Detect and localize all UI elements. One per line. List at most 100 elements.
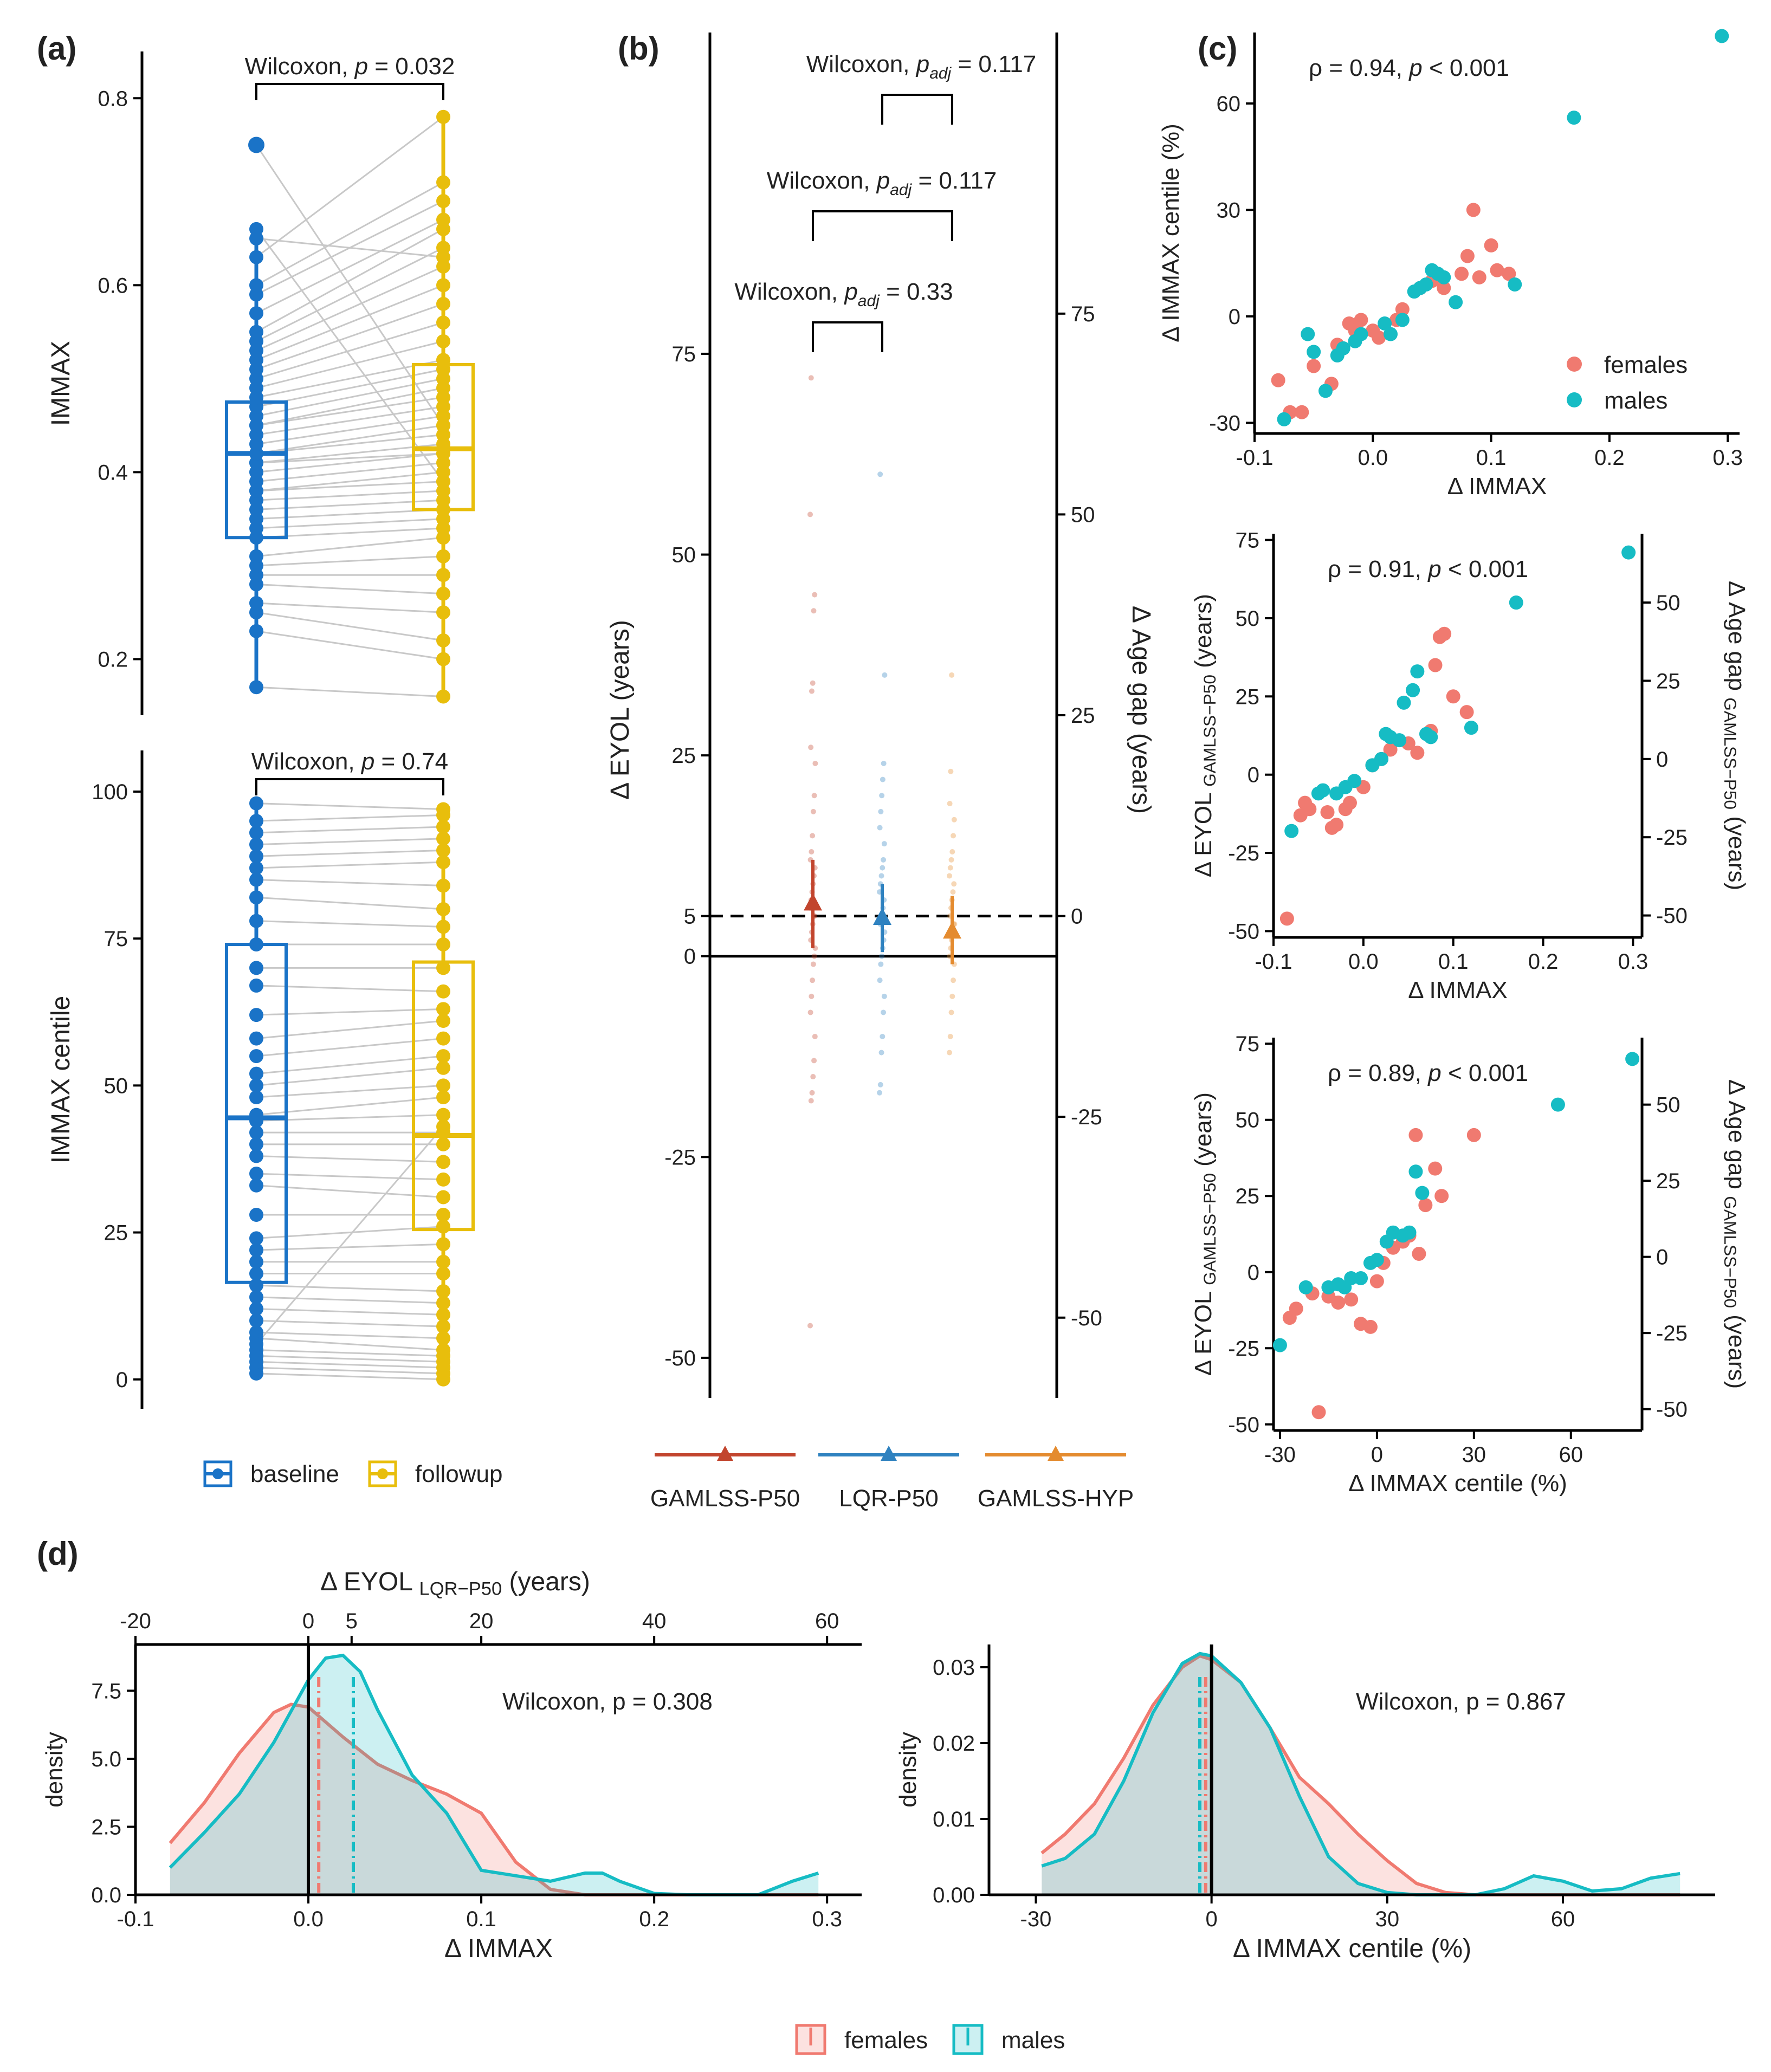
a-bottom-followup-point <box>436 831 450 846</box>
b-ytick-right-label: 75 <box>1071 302 1095 326</box>
c3-male-point <box>1408 1164 1423 1179</box>
c2-ytick-right-label: -25 <box>1656 826 1688 850</box>
a-top-followup-point <box>436 689 450 704</box>
b-point <box>810 808 816 814</box>
c3-ytick-right-label: -25 <box>1656 1322 1688 1345</box>
c3-ylabel-right: Δ Age gap GAMLSS−P50 (years) <box>1721 1079 1750 1389</box>
a-bottom-followup-point <box>436 855 450 870</box>
d1-females-area <box>170 1704 819 1895</box>
c1-female-point <box>1466 203 1481 217</box>
c3-female-point <box>1363 1319 1378 1334</box>
b-point <box>951 817 957 823</box>
a-bottom-baseline-point <box>249 837 263 852</box>
c1-female-point <box>1372 331 1386 345</box>
c1-male-point <box>1715 29 1729 43</box>
a-bottom-pair-line <box>256 849 444 857</box>
a-top-pair-line <box>256 602 444 613</box>
a-bottom-baseline-point <box>249 1066 263 1081</box>
a-bottom-baseline-point <box>249 1313 263 1328</box>
a-top-followup-point <box>436 549 450 564</box>
d1-xtick-top-label: -20 <box>120 1609 151 1633</box>
a-bottom-baseline-point <box>249 1325 263 1339</box>
c3-female-point <box>1331 1295 1346 1310</box>
c1-xtick-label: 0.0 <box>1358 446 1388 470</box>
a-bottom-followup-point <box>436 937 450 951</box>
a-top-followup-point <box>436 175 450 190</box>
a-bottom-followup-point <box>436 1090 450 1105</box>
d1-ylabel: density <box>41 1732 68 1807</box>
a-bottom-baseline-point <box>249 890 263 905</box>
a-bottom-pair-line <box>256 1331 444 1339</box>
d1-males-area <box>170 1655 819 1895</box>
b-ytick-left-label: -50 <box>664 1346 696 1370</box>
c3-male-point <box>1354 1271 1368 1285</box>
a-bottom-pair-line <box>256 1296 444 1304</box>
c2-male-point <box>1621 545 1636 560</box>
b-point <box>812 592 818 598</box>
a-top-pair-line <box>256 237 444 258</box>
a-bottom-test-label: Wilcoxon, p = 0.74 <box>251 748 448 775</box>
c1-xtick-label: 0.1 <box>1476 446 1507 470</box>
b-point <box>809 993 815 999</box>
c1-female-point <box>1502 267 1516 281</box>
panel-label-a: (a) <box>37 30 76 67</box>
a-bottom-followup-point <box>436 1237 450 1252</box>
a-bottom-followup-point <box>436 1060 450 1075</box>
panel-b: -50 -25 0 5 25 50 75 -50 -25 0 25 50 75 Δ EYOL (years… <box>606 33 1155 1512</box>
b-legend-label: LQR-P50 <box>839 1485 938 1512</box>
a-bottom-followup-point <box>436 1319 450 1334</box>
a-top-pair-line <box>256 583 444 595</box>
c1-female-point <box>1354 313 1368 327</box>
d1-xtick-top-label: 60 <box>815 1609 839 1633</box>
b-point <box>811 793 817 799</box>
d2-ytick-label: 0.01 <box>933 1808 975 1831</box>
a-bottom-baseline-point <box>249 1178 263 1193</box>
a-bottom-followup-point <box>436 961 450 975</box>
b-point <box>810 977 816 983</box>
c3-female-point <box>1434 1189 1449 1203</box>
c3-xlabel: Δ IMMAX centile (%) <box>1348 1470 1567 1497</box>
b-point <box>809 1090 815 1096</box>
a-bottom-baseline-point <box>249 1208 263 1222</box>
c3-ytick-right-label: 50 <box>1656 1093 1680 1117</box>
a-top-pair-line <box>256 471 444 492</box>
a-bottom-baseline-point <box>249 978 263 993</box>
a-bottom-bracket <box>255 778 444 795</box>
b-ytick-right-label: 25 <box>1071 704 1095 728</box>
b-ytick-left-label: -25 <box>664 1145 696 1169</box>
a-top-pair-line <box>256 303 444 371</box>
a-top-followup-point <box>436 474 450 489</box>
b-ytick-left-label: 75 <box>672 342 696 366</box>
a-top-ytick-label: 0.6 <box>98 274 128 297</box>
b-point <box>808 744 814 750</box>
d1-xtick-label: 0.0 <box>293 1907 324 1931</box>
a-bottom-followup-point <box>436 1296 450 1310</box>
d2-males-area <box>1042 1653 1680 1895</box>
b-mean-marker <box>943 921 961 939</box>
d1-ytick-label: 7.5 <box>91 1679 121 1703</box>
a-top-followup-point <box>436 315 450 330</box>
b-point <box>881 841 887 847</box>
a-top-pair-line <box>256 284 444 361</box>
c1-female-point <box>1271 373 1285 387</box>
a-bottom-followup-point <box>436 1190 450 1205</box>
d1-xlabel: Δ IMMAX <box>444 1934 553 1963</box>
a-top-ytick-label: 0.4 <box>98 461 128 484</box>
a-bottom-followup-point <box>436 1284 450 1299</box>
b-point <box>877 471 883 477</box>
b-ytick-left-label: 25 <box>672 744 696 768</box>
a-bottom-baseline-point <box>249 825 263 840</box>
b-bracket-label: Wilcoxon, padj = 0.33 <box>734 279 953 310</box>
a-top-ytick-label: 0.8 <box>98 87 128 111</box>
b-ytick-left-label: 0 <box>684 945 696 969</box>
b-point <box>882 672 888 678</box>
a-bottom-pair-line <box>256 1184 444 1198</box>
a-bottom-pair-line <box>256 1367 444 1375</box>
a-top-followup-point <box>436 633 450 648</box>
b-point <box>947 873 952 879</box>
c3-ytick-label: -50 <box>1228 1413 1259 1437</box>
c3-female-point <box>1428 1161 1443 1176</box>
b-point <box>812 760 818 766</box>
a-bottom-baseline-point <box>249 814 263 828</box>
c2-ytick-label: 0 <box>1248 763 1259 787</box>
